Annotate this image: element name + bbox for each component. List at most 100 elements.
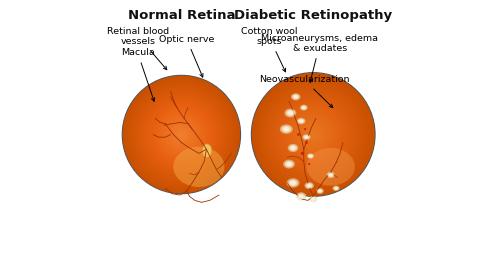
Circle shape: [304, 125, 322, 144]
Ellipse shape: [294, 95, 298, 98]
Circle shape: [294, 115, 333, 154]
Circle shape: [130, 83, 234, 186]
Circle shape: [281, 102, 345, 167]
Circle shape: [268, 89, 359, 180]
Ellipse shape: [304, 182, 314, 189]
Circle shape: [138, 91, 226, 178]
Circle shape: [126, 79, 237, 190]
Circle shape: [155, 108, 208, 161]
Circle shape: [302, 123, 324, 146]
Circle shape: [292, 114, 334, 155]
Ellipse shape: [296, 118, 306, 124]
Circle shape: [297, 133, 300, 136]
Circle shape: [152, 104, 212, 165]
Circle shape: [270, 91, 357, 178]
Circle shape: [146, 99, 218, 170]
Circle shape: [123, 76, 240, 193]
Circle shape: [294, 115, 333, 154]
Circle shape: [280, 101, 347, 168]
Circle shape: [256, 78, 370, 191]
Circle shape: [132, 86, 230, 183]
Circle shape: [262, 83, 364, 186]
Circle shape: [156, 109, 207, 160]
Ellipse shape: [304, 135, 310, 139]
Circle shape: [180, 134, 182, 135]
Ellipse shape: [299, 119, 303, 123]
Circle shape: [252, 73, 374, 196]
Circle shape: [261, 82, 366, 187]
Circle shape: [175, 128, 188, 141]
Circle shape: [149, 102, 214, 167]
Ellipse shape: [292, 94, 299, 100]
Circle shape: [172, 126, 190, 143]
Ellipse shape: [288, 111, 293, 115]
Circle shape: [124, 77, 240, 192]
Circle shape: [284, 105, 343, 164]
Ellipse shape: [301, 105, 306, 110]
Circle shape: [138, 91, 224, 178]
Circle shape: [266, 87, 360, 182]
Circle shape: [300, 122, 326, 147]
Circle shape: [125, 78, 238, 191]
Circle shape: [133, 86, 230, 183]
Circle shape: [282, 103, 344, 166]
Circle shape: [140, 94, 222, 175]
Circle shape: [252, 74, 374, 195]
Ellipse shape: [329, 174, 332, 176]
Circle shape: [163, 116, 200, 153]
Circle shape: [158, 111, 205, 158]
Circle shape: [168, 121, 194, 148]
Circle shape: [300, 121, 327, 148]
Circle shape: [265, 86, 362, 183]
Circle shape: [304, 128, 306, 130]
Circle shape: [284, 105, 343, 164]
Circle shape: [301, 152, 304, 155]
Circle shape: [310, 132, 316, 137]
Circle shape: [311, 132, 316, 137]
Circle shape: [305, 141, 308, 144]
Circle shape: [254, 76, 372, 193]
Circle shape: [142, 95, 221, 174]
Circle shape: [285, 106, 342, 163]
Ellipse shape: [286, 110, 294, 116]
Text: Microaneurysms, edema
& exudates: Microaneurysms, edema & exudates: [262, 34, 378, 82]
Ellipse shape: [296, 192, 306, 200]
Circle shape: [260, 82, 366, 187]
Circle shape: [166, 118, 198, 151]
Ellipse shape: [284, 109, 296, 118]
Circle shape: [286, 107, 341, 162]
Circle shape: [297, 118, 330, 151]
Circle shape: [290, 112, 336, 157]
Circle shape: [298, 120, 328, 149]
Ellipse shape: [290, 181, 296, 185]
Circle shape: [308, 163, 310, 165]
Circle shape: [150, 104, 212, 165]
Circle shape: [279, 100, 347, 169]
Circle shape: [260, 81, 367, 188]
Circle shape: [136, 88, 228, 181]
Circle shape: [157, 110, 206, 159]
Circle shape: [166, 119, 197, 150]
Circle shape: [308, 129, 318, 140]
Circle shape: [282, 104, 344, 165]
Ellipse shape: [304, 136, 308, 139]
Text: Neovascularization: Neovascularization: [259, 75, 350, 108]
Circle shape: [274, 95, 353, 174]
Circle shape: [152, 105, 210, 164]
Circle shape: [127, 80, 236, 189]
Ellipse shape: [307, 153, 314, 159]
Circle shape: [307, 128, 320, 141]
Circle shape: [161, 114, 202, 155]
Circle shape: [128, 81, 235, 188]
Ellipse shape: [286, 178, 300, 188]
Circle shape: [304, 125, 323, 144]
Circle shape: [310, 131, 317, 138]
Circle shape: [126, 80, 236, 189]
Ellipse shape: [288, 144, 298, 152]
Ellipse shape: [316, 188, 324, 194]
Circle shape: [178, 132, 184, 137]
Circle shape: [170, 123, 193, 146]
Circle shape: [274, 95, 352, 174]
Circle shape: [256, 77, 370, 192]
Circle shape: [301, 122, 326, 147]
